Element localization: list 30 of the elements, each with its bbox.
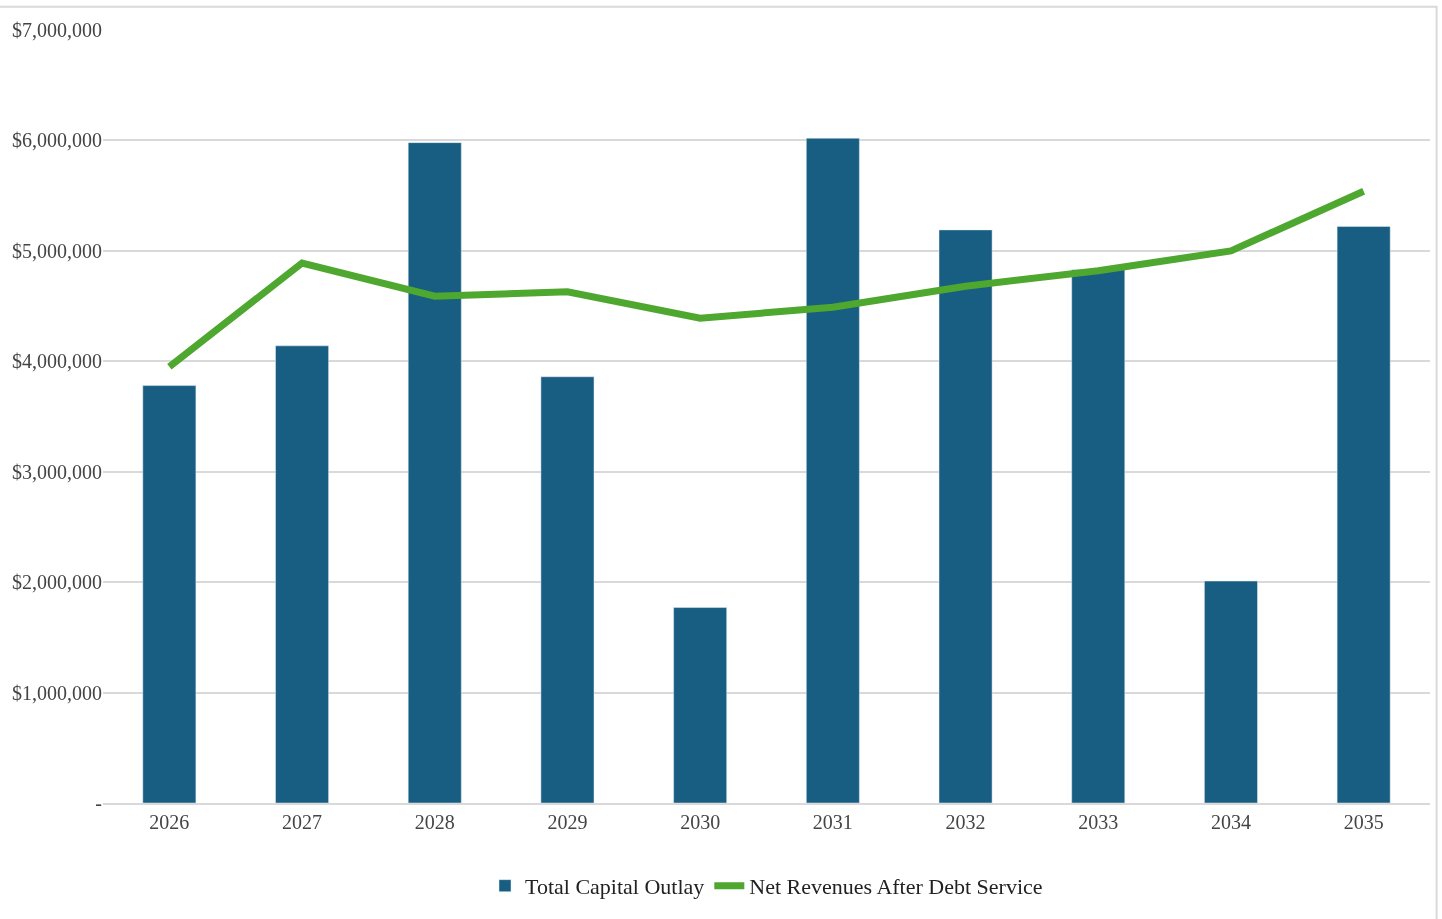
x-tick-label: 2027: [282, 811, 323, 833]
bar: [1204, 580, 1258, 803]
x-tick-label: 2032: [945, 811, 986, 833]
bar: [1336, 226, 1391, 803]
x-tick-label: 2029: [547, 811, 588, 833]
y-tick-label: -: [95, 792, 102, 814]
y-tick-label: $5,000,000: [12, 239, 102, 262]
legend-label: Total Capital Outlay: [525, 874, 705, 900]
x-tick-label: 2026: [149, 811, 190, 833]
x-tick-label: 2031: [812, 811, 853, 833]
x-tick-label: 2028: [414, 811, 455, 833]
bar: [806, 137, 860, 803]
bar: [1071, 269, 1126, 803]
x-tick-label: 2033: [1078, 811, 1119, 833]
bar: [142, 385, 197, 803]
y-tick-label: $1,000,000: [12, 681, 102, 704]
bar: [275, 345, 329, 803]
y-tick-label: $6,000,000: [12, 129, 102, 152]
y-tick-label: $4,000,000: [12, 350, 102, 373]
x-tick-label: 2034: [1210, 811, 1251, 833]
bar: [540, 376, 595, 803]
bar: [407, 142, 462, 803]
legend-label: Net Revenues After Debt Service: [749, 874, 1043, 900]
bar: [938, 229, 993, 803]
y-tick-label: $7,000,000: [12, 19, 102, 41]
x-tick-label: 2035: [1343, 811, 1384, 833]
bar: [673, 607, 727, 803]
y-tick-label: $2,000,000: [12, 571, 102, 594]
x-tick-label: 2030: [680, 811, 721, 833]
y-tick-label: $3,000,000: [12, 460, 102, 483]
